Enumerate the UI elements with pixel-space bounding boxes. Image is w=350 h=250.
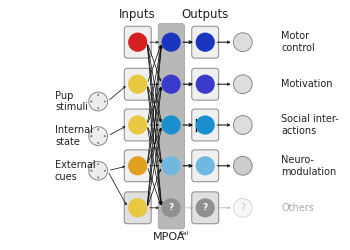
Circle shape	[196, 116, 214, 134]
Circle shape	[129, 157, 147, 175]
Circle shape	[129, 116, 147, 134]
Text: Social inter-
actions: Social inter- actions	[281, 114, 339, 136]
Circle shape	[89, 92, 107, 111]
Circle shape	[129, 199, 147, 217]
Circle shape	[196, 199, 214, 217]
Circle shape	[196, 157, 214, 175]
Text: Outputs: Outputs	[182, 8, 229, 22]
Circle shape	[233, 116, 252, 134]
Circle shape	[129, 75, 147, 93]
Text: Pup
stimuli: Pup stimuli	[55, 91, 88, 112]
Circle shape	[162, 75, 180, 93]
Text: Inputs: Inputs	[119, 8, 156, 22]
FancyBboxPatch shape	[124, 26, 151, 58]
Text: ?: ?	[168, 203, 174, 212]
FancyBboxPatch shape	[124, 109, 151, 141]
Circle shape	[233, 198, 252, 217]
Circle shape	[162, 116, 180, 134]
Circle shape	[162, 33, 180, 51]
Text: Internal
state: Internal state	[55, 125, 93, 147]
Circle shape	[233, 33, 252, 52]
Circle shape	[196, 75, 214, 93]
Text: Motivation: Motivation	[281, 79, 332, 89]
Text: MPOA: MPOA	[152, 232, 185, 242]
Circle shape	[196, 33, 214, 51]
FancyBboxPatch shape	[124, 192, 151, 224]
FancyBboxPatch shape	[192, 150, 219, 182]
Text: Neuro-
modulation: Neuro- modulation	[281, 155, 336, 176]
Circle shape	[89, 127, 107, 146]
FancyBboxPatch shape	[192, 109, 219, 141]
FancyBboxPatch shape	[124, 68, 151, 100]
Circle shape	[233, 156, 252, 175]
FancyBboxPatch shape	[192, 68, 219, 100]
Circle shape	[233, 75, 252, 94]
Text: Motor
control: Motor control	[281, 32, 315, 53]
FancyBboxPatch shape	[192, 26, 219, 58]
Text: Others: Others	[281, 203, 314, 213]
Text: ?: ?	[240, 203, 245, 213]
Text: ?: ?	[203, 203, 208, 212]
Circle shape	[129, 33, 147, 51]
Circle shape	[162, 199, 180, 217]
FancyBboxPatch shape	[192, 192, 219, 224]
Text: Gal: Gal	[179, 231, 189, 236]
Text: External
cues: External cues	[55, 160, 96, 182]
Circle shape	[89, 161, 107, 180]
FancyBboxPatch shape	[158, 24, 184, 229]
Circle shape	[162, 157, 180, 175]
FancyBboxPatch shape	[124, 150, 151, 182]
